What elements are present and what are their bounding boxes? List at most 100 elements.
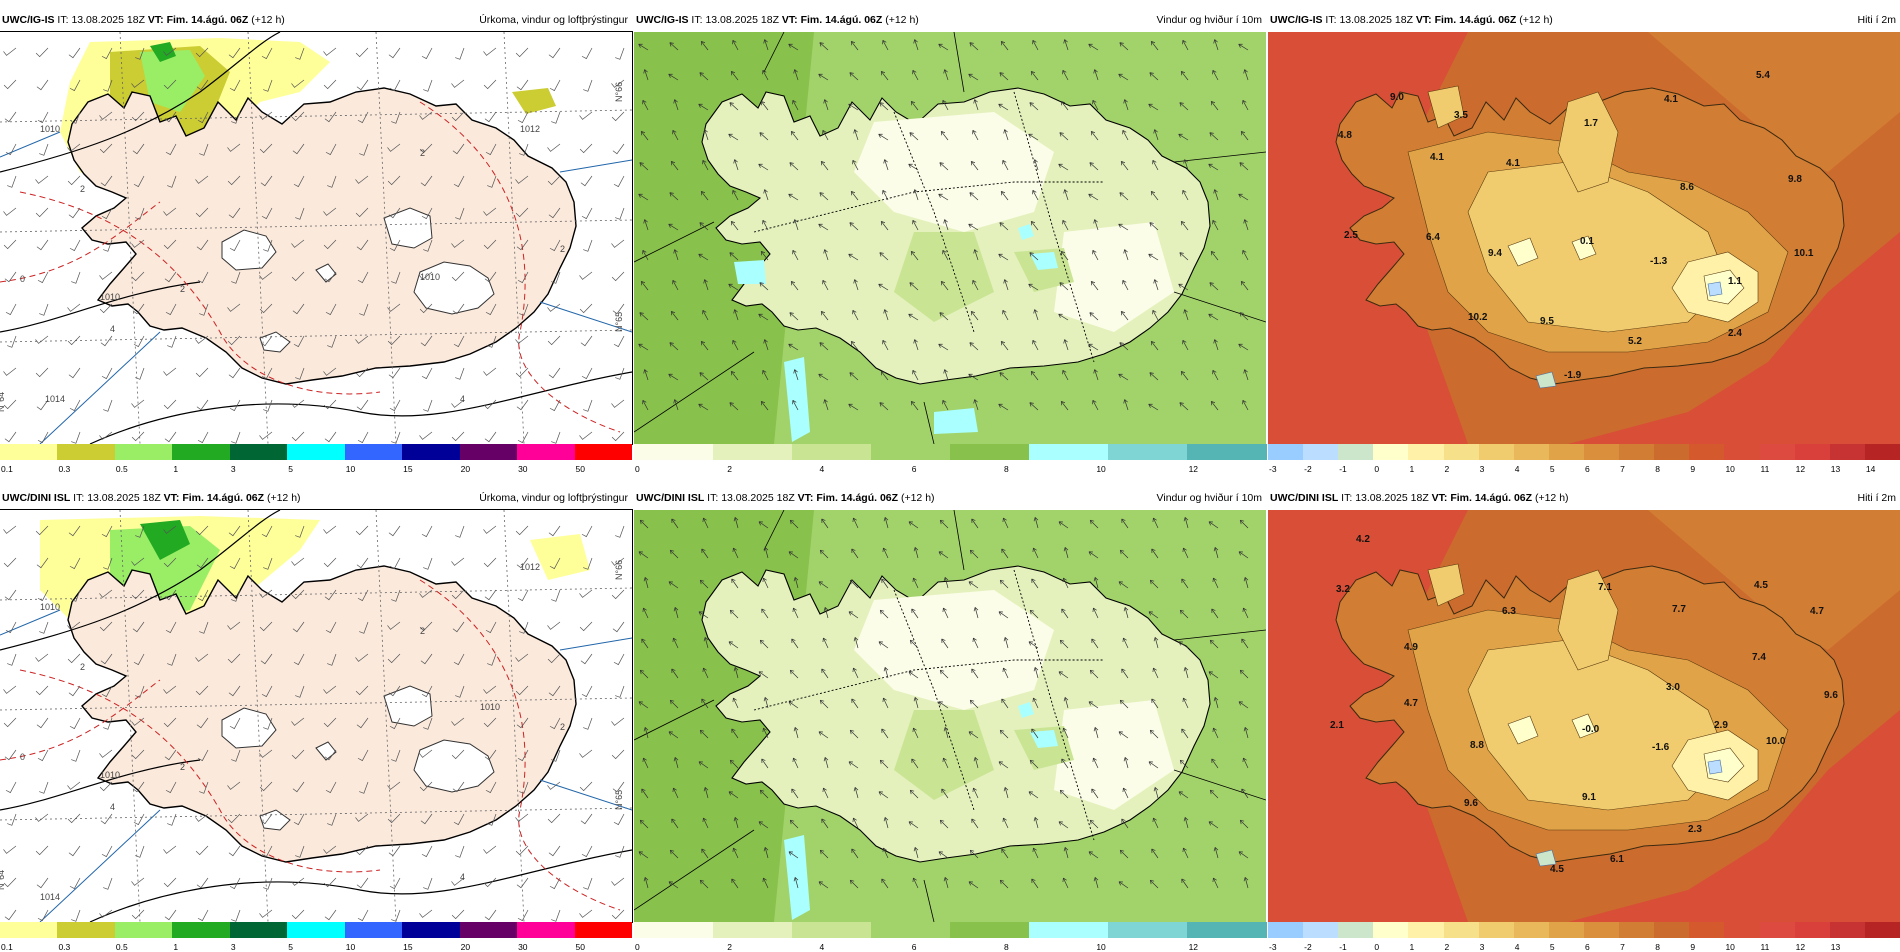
wind-arrow — [730, 71, 739, 81]
grid-parallel — [0, 109, 632, 123]
temperature-label: 0.1 — [1580, 236, 1594, 247]
wind-barb — [389, 399, 401, 412]
wind-arrow — [852, 160, 859, 171]
wind-barb — [295, 47, 305, 60]
wind-arrow-head — [638, 551, 644, 556]
wind-barb — [516, 399, 529, 411]
colorbar-tick-label: 0.5 — [115, 942, 128, 952]
wind-arrow-head — [1239, 669, 1245, 675]
wind-barb — [3, 717, 17, 728]
wind-arrow — [1119, 699, 1129, 709]
colorbar-swatch — [1408, 444, 1445, 460]
wind-arrow — [1091, 638, 1099, 649]
wind-arrow-head — [1152, 817, 1157, 823]
wind-arrow-head — [698, 403, 703, 408]
wind-arrow-head — [969, 699, 975, 705]
wind-arrow — [701, 698, 709, 709]
wind-arrow — [851, 548, 859, 559]
wind-arrow — [794, 877, 799, 889]
wind-arrow — [1238, 551, 1249, 559]
wind-barb — [355, 207, 369, 218]
colorbar-tick-label: 2 — [1444, 464, 1450, 474]
wind-barb — [419, 749, 433, 758]
wind-arrow — [671, 668, 679, 679]
wind-barb — [325, 143, 337, 156]
wind-arrow-head — [881, 578, 886, 584]
wind-arrow — [788, 851, 799, 859]
wind-barb — [357, 271, 369, 284]
colorbar-tick-label: 3 — [1479, 942, 1485, 952]
wind-barb — [260, 335, 273, 347]
wind-arrow-head — [729, 609, 735, 615]
wind-arrow — [1030, 71, 1039, 81]
wind-arrow-head — [701, 698, 706, 704]
wind-barb — [519, 781, 529, 794]
wind-arrow — [1031, 878, 1039, 889]
wind-arrow — [821, 668, 829, 679]
colorbar-tick-label: 20 — [460, 464, 471, 474]
wind-arrow — [1209, 789, 1219, 799]
wind-arrow-head — [1063, 189, 1068, 194]
wind-arrow-head — [702, 817, 707, 823]
wind-arrow-head — [733, 667, 739, 672]
wind-arrow-head — [940, 131, 946, 136]
wind-arrow — [818, 223, 829, 231]
wind-barb — [327, 813, 337, 826]
wind-barb — [4, 271, 17, 283]
wind-arrow-head — [822, 129, 827, 135]
colorbar-tick-label: 3 — [1479, 464, 1485, 474]
wind-arrow-head — [822, 279, 827, 285]
wind-arrow-head — [1183, 517, 1189, 522]
wind-barb — [35, 525, 49, 536]
wind-arrow-head — [1121, 518, 1126, 524]
wind-arrow-head — [731, 878, 736, 884]
wind-arrow-head — [943, 727, 949, 732]
wind-arrow — [1149, 72, 1159, 81]
wind-barb — [451, 111, 465, 122]
wind-arrow — [1180, 221, 1189, 231]
wind-arrow — [732, 190, 739, 201]
wind-barb — [391, 111, 401, 124]
temperature-label: 4.7 — [1404, 698, 1418, 709]
wind-arrow-head — [819, 549, 825, 555]
wind-barb — [228, 47, 241, 59]
wind-barb — [423, 79, 433, 92]
it-label: IT: — [57, 14, 69, 26]
wind-arrow-head — [1238, 851, 1244, 856]
wind-barb — [131, 749, 145, 760]
wind-barb — [551, 589, 561, 602]
wind-arrow-head — [1001, 698, 1006, 704]
colorbar-swatch — [1654, 444, 1690, 460]
wind-arrow — [819, 549, 829, 559]
wind-arrow-head — [790, 131, 796, 136]
wind-arrow — [644, 727, 649, 739]
temperature-label: 2.1 — [1330, 720, 1344, 731]
wind-barb — [391, 589, 401, 602]
colorbar-tick-label: -3 — [1269, 464, 1277, 474]
wind-arrow-head — [1003, 279, 1008, 284]
wind-arrow — [938, 43, 949, 51]
wind-arrow — [1238, 193, 1249, 201]
wind-arrow-head — [758, 821, 764, 826]
colorbar-tick-label: 3 — [230, 942, 236, 952]
wind-arrow — [1184, 159, 1189, 171]
wind-arrow — [758, 521, 769, 529]
latitude-label: N°64 — [0, 870, 6, 890]
wind-barb — [195, 525, 209, 536]
colorbar-tick-label: -1 — [1339, 464, 1347, 474]
wind-barb — [131, 431, 145, 442]
wind-arrow-head — [643, 577, 649, 582]
colorbar-swatch — [172, 444, 231, 460]
colorbar-swatch — [1689, 922, 1725, 938]
wind-arrow — [998, 253, 1009, 261]
projection-line — [39, 809, 161, 922]
wind-arrow — [883, 697, 889, 709]
wind-arrow-head — [1029, 102, 1034, 107]
wind-barb — [579, 589, 593, 598]
wind-barb — [165, 781, 177, 794]
colorbar-tick-label: 2 — [1444, 942, 1450, 952]
wind-arrow-head — [760, 401, 766, 406]
wind-barb — [291, 877, 305, 886]
wind-arrow — [880, 221, 889, 231]
wind-barb — [135, 685, 145, 698]
